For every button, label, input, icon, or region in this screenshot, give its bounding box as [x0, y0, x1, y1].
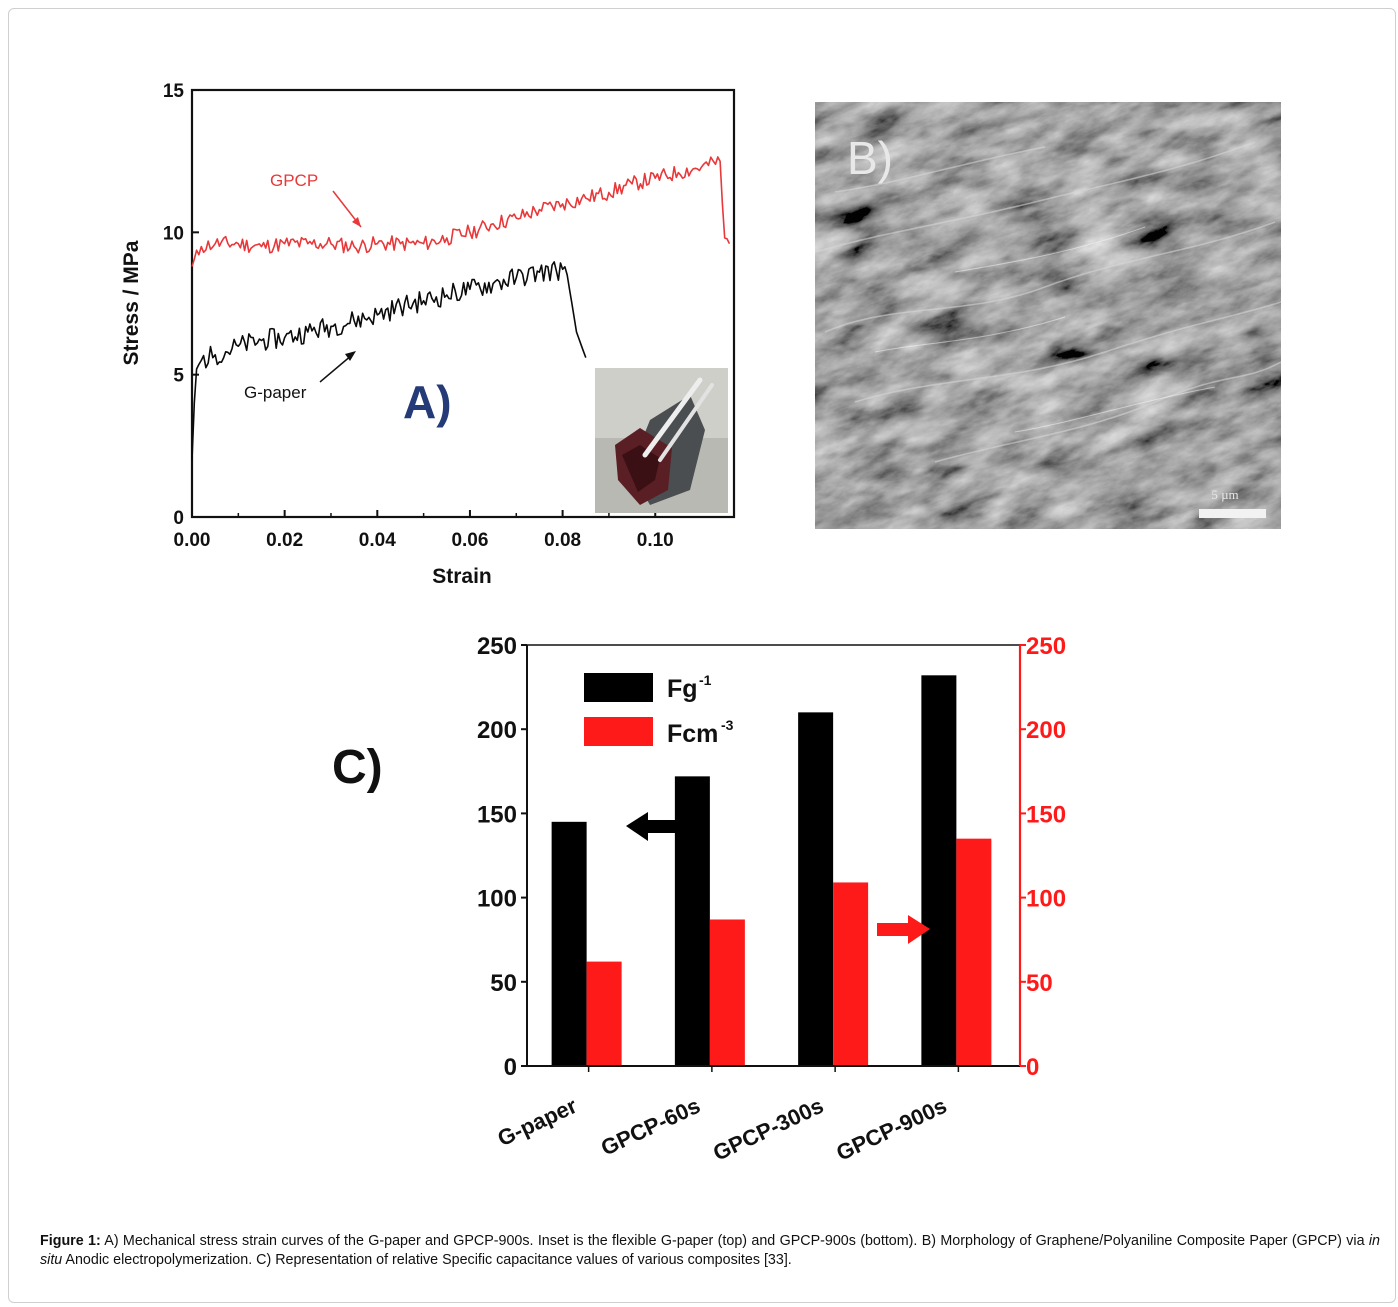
c-category-label: GPCP-900s	[832, 1093, 950, 1166]
scale-bar	[1199, 509, 1266, 518]
a-y-tick-label: 10	[163, 223, 184, 244]
inset-photo	[595, 368, 728, 513]
arrow-gpcp-head	[352, 217, 361, 227]
bar-fg-gpcp-60s	[674, 776, 710, 1066]
series-line-g-paper	[191, 261, 587, 461]
right-arrow-icon	[877, 915, 930, 944]
series-line-gpcp	[191, 156, 731, 267]
panel-c-legend: Fg -1 Fcm -3	[584, 672, 734, 748]
arrow-gpaper	[319, 354, 353, 383]
panel-a-ylabel: Stress / MPa	[120, 240, 143, 365]
panel-a-lines	[191, 156, 731, 461]
c-y2-tick-label: 100	[1026, 886, 1066, 913]
c-y-tick-label: 250	[477, 633, 517, 660]
c-y2-tick-label: 150	[1026, 801, 1066, 828]
bar-fcm-g-paper	[586, 961, 622, 1066]
a-x-tick-label: 0.08	[544, 530, 581, 551]
bar-fcm-gpcp-900s	[956, 838, 992, 1066]
a-x-tick-label: 0.02	[266, 530, 303, 551]
charts-svg: 0.00 0.02 0.04 0.06 0.08 0.10 0 5 10 15 A) GPCP G…	[120, 81, 1066, 1166]
a-y-tick-label: 15	[163, 81, 185, 102]
a-y-tick-label: 0	[173, 508, 184, 529]
sem-image: B) 5 µm	[815, 102, 1281, 529]
panel-c-label: C)	[332, 741, 383, 794]
legend-sup-fg: -1	[699, 672, 712, 688]
scale-bar-text: 5 µm	[1211, 487, 1238, 502]
legend-label-fg: Fg	[667, 675, 698, 703]
c-y2-tick-label: 50	[1026, 970, 1053, 997]
annotation-gpaper: G-paper	[244, 383, 307, 402]
a-x-tick-label: 0.00	[174, 530, 211, 551]
figure-caption: Figure 1: A) Mechanical stress strain cu…	[40, 1232, 1380, 1270]
a-x-tick-label: 0.06	[451, 530, 488, 551]
bar-fg-gpcp-300s	[798, 712, 834, 1066]
panel-c-bars	[551, 675, 992, 1066]
panel-a-label: A)	[403, 376, 452, 428]
legend-swatch-fg	[584, 673, 653, 702]
bar-fg-g-paper	[551, 821, 587, 1066]
panel-a-xlabel: Strain	[432, 565, 492, 588]
sem-texture: B) 5 µm	[815, 102, 1281, 529]
arrow-gpaper-head	[345, 351, 356, 361]
legend-swatch-fcm	[584, 717, 653, 746]
left-arrow-icon	[626, 812, 680, 841]
bar-fcm-gpcp-300s	[833, 882, 869, 1066]
caption-text-1: A) Mechanical stress strain curves of th…	[100, 1233, 1369, 1249]
caption-label: Figure 1:	[40, 1233, 101, 1249]
c-y-tick-label: 50	[490, 970, 517, 997]
legend-sup-fcm: -3	[721, 717, 734, 733]
c-y-tick-label: 100	[477, 886, 517, 913]
annotation-gpcp: GPCP	[270, 171, 318, 190]
caption-italic: in situ	[40, 1233, 1381, 1268]
c-y2-tick-label: 250	[1026, 633, 1066, 660]
c-category-label: G-paper	[494, 1093, 581, 1151]
legend-label-fcm: Fcm	[667, 720, 718, 748]
c-category-label: GPCP-300s	[709, 1093, 827, 1166]
c-y-tick-label: 200	[477, 717, 517, 744]
c-y2-tick-label: 200	[1026, 717, 1066, 744]
figure-frame	[8, 8, 1396, 1303]
a-y-tick-label: 5	[173, 366, 184, 387]
bar-fcm-gpcp-60s	[709, 919, 745, 1066]
bar-fg-gpcp-900s	[921, 675, 957, 1066]
panel-b-label: B)	[847, 132, 893, 184]
c-y-tick-label: 0	[504, 1054, 517, 1081]
c-y-tick-label: 150	[477, 801, 517, 828]
caption-text-2: Anodic electropolymerization. C) Represe…	[62, 1252, 792, 1268]
c-category-label: GPCP-60s	[597, 1093, 704, 1161]
panel-a-plot-frame	[190, 88, 736, 519]
a-x-tick-label: 0.10	[637, 530, 674, 551]
panel-a-ticks: 0.00 0.02 0.04 0.06 0.08 0.10 0 5 10 15	[163, 81, 674, 551]
c-y2-tick-label: 0	[1026, 1054, 1039, 1081]
a-x-tick-label: 0.04	[359, 530, 396, 551]
